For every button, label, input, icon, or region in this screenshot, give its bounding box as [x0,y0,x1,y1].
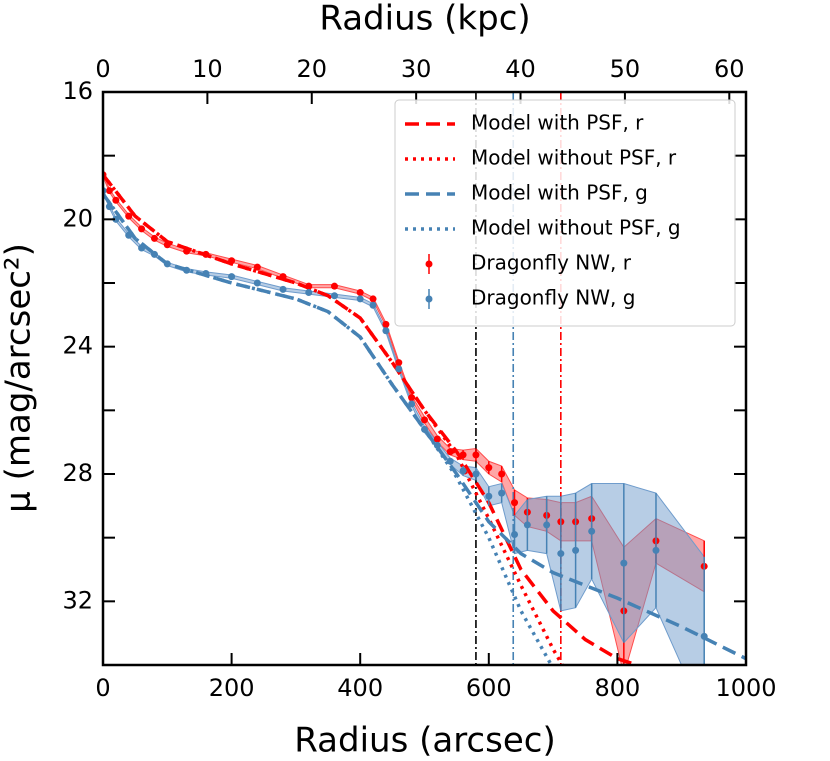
data-point [652,546,660,554]
x2-tick-label: 10 [192,55,223,83]
x2-tick-label: 0 [95,55,110,83]
data-point [228,257,236,265]
x-tick-label: 0 [95,674,110,702]
data-point [485,492,493,500]
data-point [163,241,171,249]
data-point [382,320,390,328]
data-point [138,225,146,233]
data-point [202,269,210,277]
data-point [253,263,261,271]
data-point [498,470,506,478]
legend-label: Model without PSF, g [471,216,681,240]
x2-tick-label: 50 [610,55,641,83]
data-point [183,266,191,274]
data-point [543,521,551,529]
axes-frame [101,90,748,667]
data-point [511,530,519,538]
data-point [369,301,377,309]
y-tick-label: 20 [62,204,93,232]
data-point [395,365,403,373]
data-point [459,451,467,459]
data-point [163,260,171,268]
x2-tick-label: 40 [505,55,536,83]
data-point [620,559,628,567]
data-point [112,196,120,204]
data-point [138,244,146,252]
x2-tick-label: 30 [401,55,432,83]
x2-axis-label: Radius (kpc) [319,0,530,39]
data-point [472,451,480,459]
data-point [105,203,113,211]
data-point [305,282,313,290]
data-point [279,285,287,293]
data-point [279,273,287,281]
data-point [433,435,441,443]
data-point [446,457,454,465]
data-point [202,250,210,258]
model-line [103,192,554,665]
y-axis-label: μ (mag/arcsec²) [0,243,39,513]
data-point [369,295,377,303]
data-point [498,489,506,497]
y-tick-label: 28 [62,459,93,487]
x-tick-label: 600 [466,674,512,702]
y-tick-label: 16 [62,77,93,105]
data-point [382,327,390,335]
x-tick-label: 1000 [715,674,776,702]
model-line [103,192,746,661]
data-point [150,250,158,258]
data-point [459,467,467,475]
legend: Model with PSF, r Model without PSF, r Mod… [394,99,736,327]
error-band [103,188,705,665]
data-point [572,546,580,554]
legend-box [394,99,736,327]
x-tick-label: 400 [337,674,383,702]
overlay: 0 200 400 600 800 1000 0 10 20 30 40 50 60 16 20 24 28 32… [62,55,776,702]
data-point [588,527,596,535]
legend-label: Model without PSF, r [471,146,677,170]
legend-label: Model with PSF, r [471,111,644,135]
legend-symbol [425,260,433,268]
data-point [112,215,120,223]
model-line [103,173,565,665]
y-tick-label: 32 [62,586,93,614]
data-point [523,521,531,529]
data-point [228,273,236,281]
data-point [125,231,133,239]
data-point [557,550,565,558]
data-point [446,448,454,456]
legend-label: Model with PSF, g [471,181,648,205]
data-point [485,464,493,472]
plot-area [103,92,746,665]
data-point [105,187,113,195]
data-point [408,394,416,402]
data-point [356,289,364,297]
data-point [395,359,403,367]
x-axis-label: Radius (arcsec) [294,721,555,761]
data-point [511,499,519,507]
data-point [433,441,441,449]
data-point [150,234,158,242]
data-point [421,425,428,433]
data-point [183,247,191,255]
data-point [356,295,364,303]
y-tick-label: 24 [62,332,93,360]
data-point [253,279,261,287]
data-point [330,282,338,290]
x2-tick-label: 20 [296,55,327,83]
legend-symbol [425,295,433,303]
x-tick-label: 200 [209,674,255,702]
legend-label: Dragonfly NW, r [471,251,632,275]
x-tick-label: 800 [594,674,640,702]
data-point [125,212,133,220]
data-point [700,632,708,640]
data-point [305,289,313,297]
data-point [472,470,480,478]
data-point [408,400,416,408]
data-point [330,292,338,300]
data-point [421,416,428,424]
x2-tick-label: 60 [714,55,745,83]
legend-label: Dragonfly NW, g [471,286,635,310]
